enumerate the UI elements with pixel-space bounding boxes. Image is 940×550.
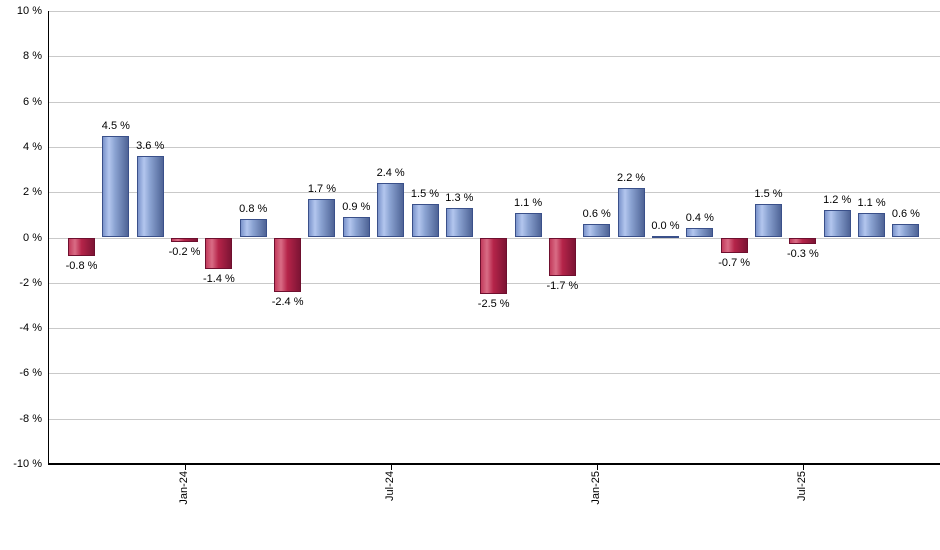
bar-value-label: 1.5 % <box>410 187 440 200</box>
bar-Jun-24 <box>342 217 370 238</box>
bar-Mar-24 <box>239 219 267 238</box>
bar-value-label: -0.7 % <box>718 257 751 270</box>
bar-Sep-25 <box>858 212 886 238</box>
x-axis-line <box>48 463 940 465</box>
bar-value-label: 3.6 % <box>136 139 165 152</box>
bar-Oct-25 <box>892 223 920 238</box>
bar-Feb-25 <box>617 187 645 238</box>
gridline <box>48 56 940 58</box>
bar-Sep-24 <box>445 208 473 238</box>
bar-Aug-24 <box>411 203 439 238</box>
bar-value-label: 1.1 % <box>857 196 886 209</box>
bar-Jun-25 <box>755 203 782 238</box>
x-axis-tick-label: Jul-25 <box>795 471 808 501</box>
y-axis-tick-label: 10 % <box>16 5 42 17</box>
bar-Jan-24 <box>171 237 199 243</box>
bar-value-label: -2.5 % <box>477 298 510 311</box>
bar-May-25 <box>720 237 748 254</box>
bar-value-label: 1.5 % <box>754 187 783 200</box>
bar-Mar-25 <box>651 236 679 238</box>
bar-Apr-24 <box>274 237 302 292</box>
y-axis-line <box>48 11 49 464</box>
bar-Jul-24 <box>377 183 405 238</box>
bar-value-label: 0.6 % <box>891 207 920 220</box>
x-axis-tick-label: Jan-24 <box>177 471 190 505</box>
y-axis-tick-label: 4 % <box>23 140 42 153</box>
bar-value-label: -2.4 % <box>271 295 304 308</box>
bar-Nov-23 <box>102 135 130 238</box>
bar-Dec-24 <box>548 237 576 276</box>
bar-value-label: -0.2 % <box>168 246 201 259</box>
gridline <box>48 328 940 330</box>
y-axis-tick-label: -2 % <box>19 276 42 289</box>
x-axis-tick <box>596 464 598 470</box>
bar-Nov-24 <box>514 212 542 238</box>
bar-value-label: 1.1 % <box>513 196 543 209</box>
bar-Apr-25 <box>686 228 714 238</box>
gridline <box>48 192 940 194</box>
bar-value-label: -1.4 % <box>202 273 235 286</box>
bar-Jan-25 <box>583 223 611 238</box>
y-axis-tick-label: -4 % <box>19 322 42 335</box>
bar-value-label: 1.3 % <box>445 192 474 205</box>
bar-value-label: -0.8 % <box>65 259 98 272</box>
y-axis-tick-label: -8 % <box>19 412 42 425</box>
gridline <box>48 101 940 103</box>
y-axis-tick-label: 6 % <box>23 95 42 108</box>
bar-value-label: -1.7 % <box>546 280 579 292</box>
x-axis-tick <box>184 464 186 470</box>
bar-value-label: 0.8 % <box>239 203 268 216</box>
bar-value-label: 1.7 % <box>307 182 337 195</box>
y-axis-tick-label: -6 % <box>19 367 42 380</box>
bar-May-24 <box>308 198 336 238</box>
bar-Feb-24 <box>205 237 233 270</box>
bar-Oct-23 <box>68 237 95 256</box>
gridline <box>48 373 940 375</box>
gridline <box>48 146 940 148</box>
bar-value-label: -0.3 % <box>786 248 819 261</box>
y-axis-tick-label: 2 % <box>23 186 42 199</box>
bar-Dec-23 <box>136 155 164 238</box>
bar-value-label: 1.2 % <box>823 194 852 207</box>
y-axis-tick-label: 0 % <box>23 231 42 244</box>
gridline <box>48 11 940 12</box>
bar-Oct-24 <box>480 237 508 295</box>
bar-Aug-25 <box>823 210 851 238</box>
x-axis-tick <box>390 464 392 470</box>
x-axis-tick-label: Jul-24 <box>383 471 396 501</box>
bar-value-label: 4.5 % <box>101 119 130 132</box>
y-axis-tick-label: 8 % <box>23 50 42 63</box>
bar-value-label: 2.4 % <box>376 167 405 180</box>
bar-value-label: 0.9 % <box>342 201 371 214</box>
x-axis-tick-label: Jan-25 <box>589 471 602 505</box>
bar-value-label: 2.2 % <box>617 171 646 184</box>
bar-Jul-25 <box>789 237 817 245</box>
bar-value-label: 0.4 % <box>685 212 714 225</box>
bar-value-label: 0.0 % <box>651 220 680 232</box>
y-axis-tick-label: -10 % <box>13 458 42 470</box>
bar-value-label: 0.6 % <box>582 207 611 220</box>
gridline <box>48 418 940 420</box>
x-axis-tick <box>802 464 804 470</box>
